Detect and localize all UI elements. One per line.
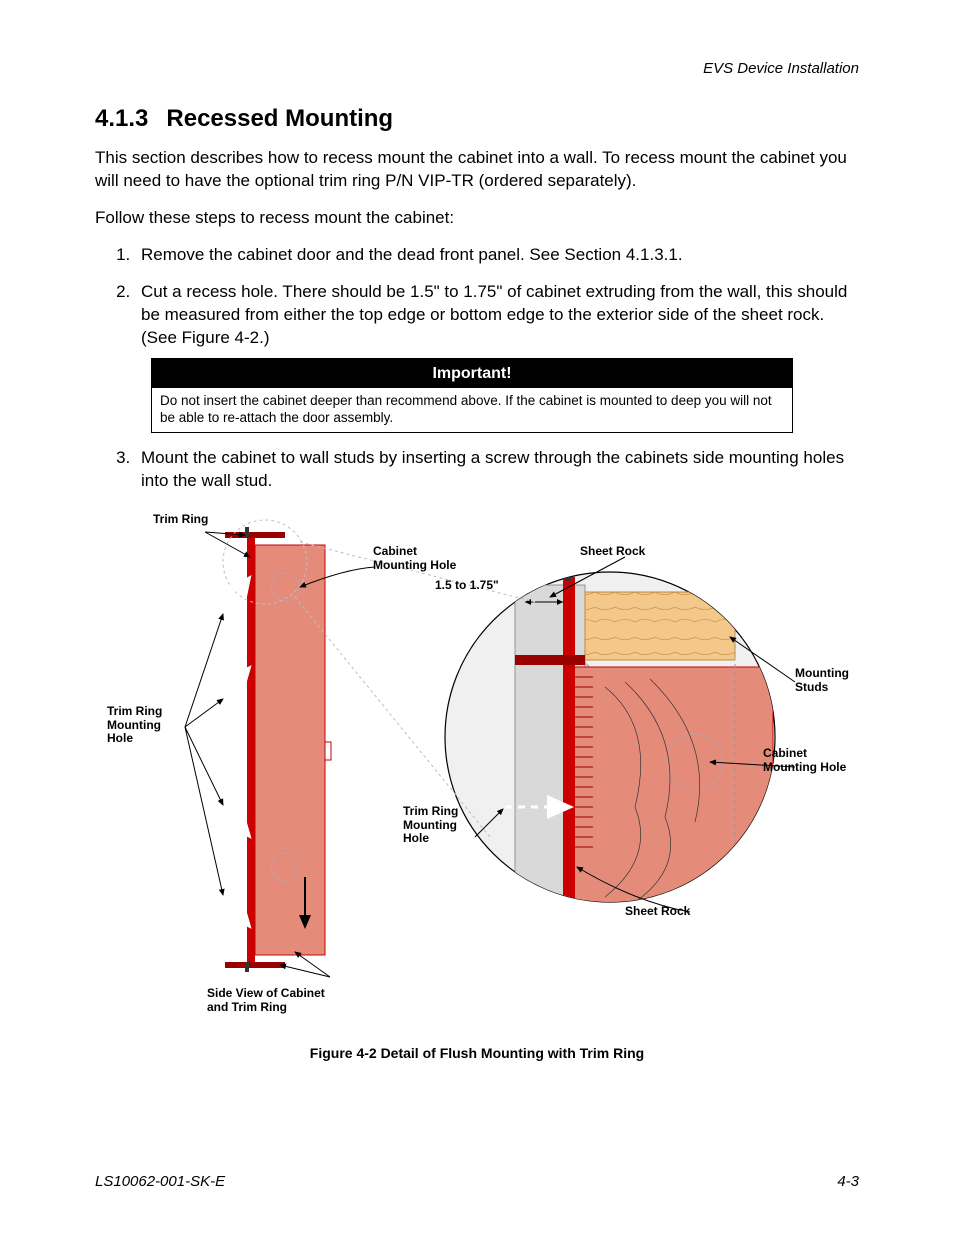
steps-list: Remove the cabinet door and the dead fro… [95,244,859,493]
figure-4-2: Trim Ring Cabinet Mounting Hole Sheet Ro… [95,507,859,1027]
important-box: Important! Do not insert the cabinet dee… [151,358,793,433]
header-doc-section: EVS Device Installation [95,60,859,77]
label-sheet-rock-top: Sheet Rock [580,545,645,559]
label-trim-ring: Trim Ring [153,513,208,527]
section-heading: 4.1.3 Recessed Mounting [95,105,859,133]
step-2-text: Cut a recess hole. There should be 1.5" … [141,282,847,347]
label-mounting-studs: Mounting Studs [795,667,849,695]
label-cabinet-mounting-hole: Cabinet Mounting Hole [373,545,456,573]
section-number: 4.1.3 [95,105,148,132]
important-body: Do not insert the cabinet deeper than re… [152,388,792,432]
follow-paragraph: Follow these steps to recess mount the c… [95,207,859,230]
step-3: Mount the cabinet to wall studs by inser… [135,447,859,493]
figure-caption: Figure 4-2 Detail of Flush Mounting with… [95,1045,859,1061]
section-title: Recessed Mounting [166,105,393,132]
step-1: Remove the cabinet door and the dead fro… [135,244,859,267]
label-cabinet-mounting-hole-2: Cabinet Mounting Hole [763,747,846,775]
label-sheet-rock-bottom: Sheet Rock [625,905,690,919]
footer-doc-id: LS10062-001-SK-E [95,1173,225,1190]
label-dimension: 1.5 to 1.75" [435,579,499,593]
label-trim-ring-mounting-hole-detail: Trim Ring Mounting Hole [403,805,458,846]
step-2: Cut a recess hole. There should be 1.5" … [135,281,859,433]
footer-page-no: 4-3 [837,1173,859,1190]
important-header: Important! [152,359,792,389]
label-side-view-caption: Side View of Cabinet and Trim Ring [207,987,325,1015]
intro-paragraph: This section describes how to recess mou… [95,147,859,193]
page-footer: LS10062-001-SK-E 4-3 [95,1173,859,1190]
label-trim-ring-mounting-hole: Trim Ring Mounting Hole [107,705,162,746]
